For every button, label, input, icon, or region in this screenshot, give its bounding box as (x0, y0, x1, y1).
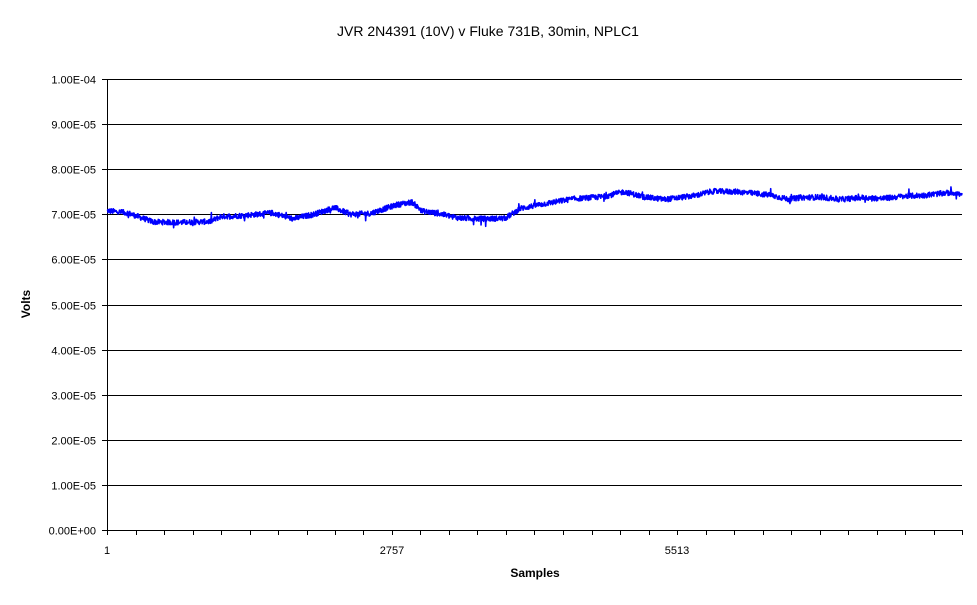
y-tick-label: 4.00E-05 (51, 346, 96, 358)
axes (102, 79, 963, 535)
data-point (861, 196, 863, 198)
data-point (768, 194, 770, 196)
data-point (602, 196, 604, 198)
data-point (106, 209, 108, 211)
data-point (478, 218, 480, 220)
data-point (209, 220, 211, 222)
data-point (126, 212, 128, 214)
data-point (349, 213, 351, 215)
data-point (421, 210, 423, 212)
data-point (923, 194, 925, 196)
y-tick-label: 3.00E-05 (51, 391, 96, 403)
data-point (902, 195, 904, 197)
data-point (643, 196, 645, 198)
data-point (571, 198, 573, 200)
data-point (961, 194, 963, 196)
y-tick-label: 8.00E-05 (51, 165, 96, 177)
data-point (313, 213, 315, 215)
data-point (819, 196, 821, 198)
x-tick-label: 1 (104, 545, 110, 557)
data-point (219, 215, 221, 217)
data-point (240, 214, 242, 216)
y-tick-label: 2.00E-05 (51, 436, 96, 448)
data-point (788, 198, 790, 200)
y-tick-label: 5.00E-05 (51, 301, 96, 313)
data-point (881, 197, 883, 199)
data-point (840, 198, 842, 200)
data-point (519, 207, 521, 209)
data-point (664, 198, 666, 200)
data-point (540, 203, 542, 205)
gridlines (107, 79, 962, 486)
data-point (799, 196, 801, 198)
data-point (737, 191, 739, 193)
tick-labels: 0.00E+00 1.00E-05 2.00E-05 3.00E-05 4.00E-05… (49, 75, 690, 558)
x-tick-label: 2757 (380, 545, 404, 557)
series-layer (106, 186, 963, 229)
data-point (333, 206, 335, 208)
data-point (437, 212, 439, 214)
chart-title: JVR 2N4391 (10V) v Fluke 731B, 30min, NP… (337, 23, 639, 39)
data-point (504, 217, 506, 219)
x-axis-title: Samples (510, 566, 560, 580)
data-point (943, 192, 945, 194)
data-point (695, 194, 697, 196)
y-tick-label: 1.00E-05 (51, 481, 96, 493)
y-tick-label: 9.00E-05 (51, 120, 96, 132)
data-point (395, 204, 397, 206)
data-point (623, 191, 625, 193)
y-tick-label: 0.00E+00 (49, 526, 96, 538)
series-line (106, 186, 963, 229)
data-point (178, 221, 180, 223)
data-point (711, 190, 713, 192)
data-point (369, 212, 371, 214)
y-axis-title: Volts (19, 289, 33, 318)
y-tick-label: 6.00E-05 (51, 255, 96, 267)
data-point (411, 201, 413, 203)
data-point (292, 218, 294, 220)
y-tick-label: 1.00E-04 (51, 75, 96, 87)
data-point (152, 221, 154, 223)
data-point (954, 191, 956, 193)
x-tick-label: 5513 (665, 545, 689, 557)
data-point (271, 212, 273, 214)
y-tick-label: 7.00E-05 (51, 210, 96, 222)
data-point (457, 217, 459, 219)
